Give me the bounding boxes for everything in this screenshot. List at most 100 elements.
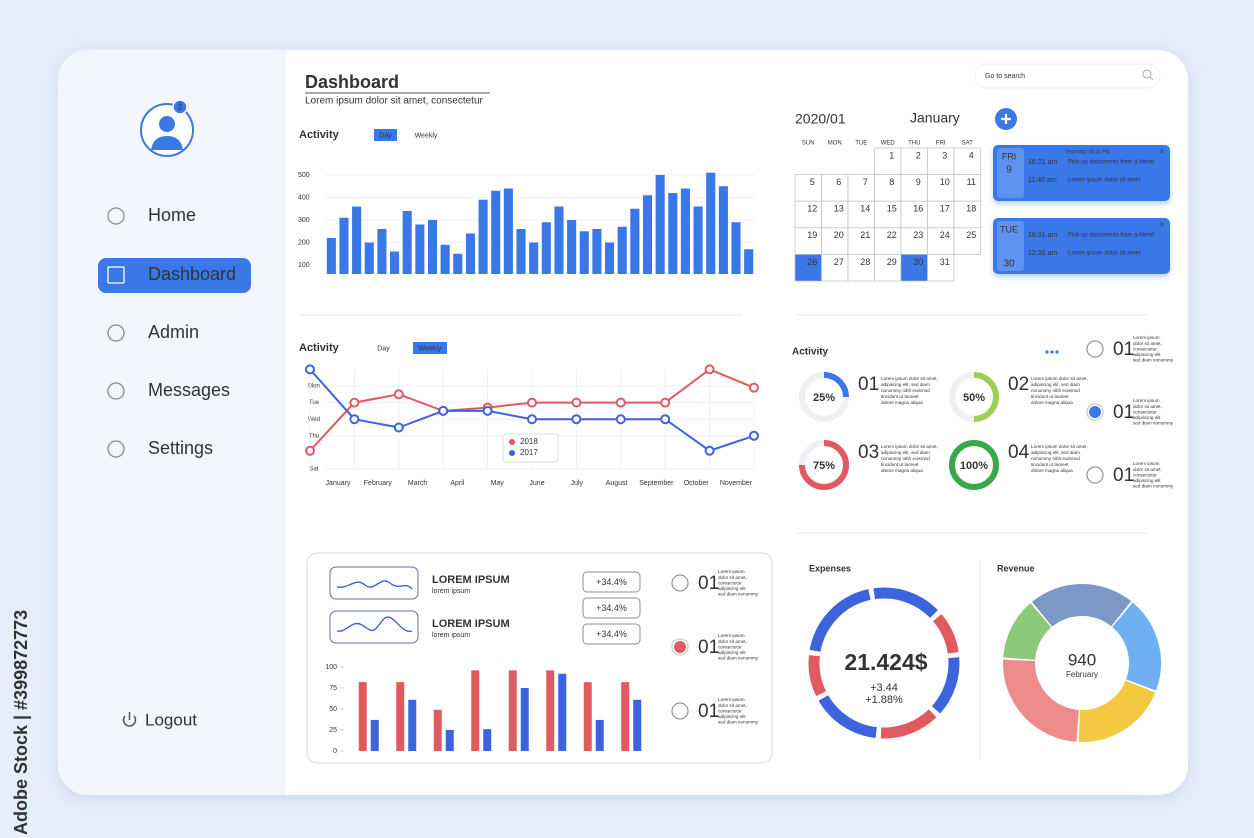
bar bbox=[415, 224, 425, 274]
calendar-day[interactable] bbox=[953, 227, 981, 255]
bar bbox=[471, 670, 480, 751]
expenses-total: 21.424$ bbox=[844, 649, 927, 675]
expenses-change: +3.44 bbox=[870, 682, 898, 694]
point bbox=[615, 397, 626, 408]
event-date: 9 bbox=[1006, 165, 1012, 176]
more-dots[interactable] bbox=[1050, 350, 1054, 354]
bar bbox=[508, 670, 517, 751]
tab-active[interactable] bbox=[374, 129, 397, 141]
bar bbox=[579, 231, 589, 274]
tab[interactable]: Day bbox=[379, 132, 392, 139]
revenue-total: 940 bbox=[1068, 650, 1096, 669]
calendar-day[interactable] bbox=[794, 174, 822, 202]
item-text: Lorem ipsum dolor sit amet, bbox=[881, 376, 938, 381]
item-text: tincidunt ut laoreet bbox=[881, 462, 919, 467]
bar bbox=[554, 206, 564, 274]
logout[interactable]: Logout bbox=[145, 710, 197, 729]
calendar-day-number: 27 bbox=[834, 257, 844, 267]
y-tick-label: Thu bbox=[309, 433, 319, 439]
tab[interactable]: Weekly bbox=[419, 345, 442, 352]
radio-text: Lorem ipsum bbox=[1133, 398, 1160, 403]
nav-item[interactable]: Messages bbox=[148, 380, 230, 400]
bar bbox=[358, 682, 367, 751]
calendar-day[interactable] bbox=[927, 254, 955, 282]
calendar-day[interactable] bbox=[874, 227, 902, 255]
radio-text: sed diam nonummy bbox=[718, 592, 759, 597]
bar bbox=[465, 233, 475, 274]
bar bbox=[706, 172, 716, 274]
point bbox=[749, 382, 759, 393]
nav-item[interactable]: Settings bbox=[148, 438, 213, 458]
calendar-day[interactable] bbox=[847, 254, 875, 282]
radio[interactable] bbox=[1086, 340, 1104, 358]
radio[interactable] bbox=[1086, 466, 1104, 484]
calendar-day[interactable] bbox=[927, 174, 955, 202]
calendar-day[interactable] bbox=[900, 147, 928, 175]
calendar-day[interactable] bbox=[927, 200, 955, 229]
event-close[interactable]: × bbox=[1160, 220, 1165, 229]
calendar-day[interactable] bbox=[900, 174, 928, 202]
trend-subtitle: lorem ipsum bbox=[432, 588, 470, 595]
calendar-day-number: 8 bbox=[889, 177, 894, 187]
radio-text: Lorem ipsum bbox=[1133, 461, 1160, 466]
legend-swatch bbox=[509, 450, 515, 456]
item-text: Lorem ipsum dolor sit amet, bbox=[1031, 444, 1088, 449]
calendar-day[interactable] bbox=[874, 174, 902, 202]
bar bbox=[633, 699, 642, 751]
radio-text: sed diam nonummy bbox=[718, 720, 759, 725]
radio-text: dolor sit amet, bbox=[718, 703, 747, 708]
weekday: MON bbox=[828, 141, 842, 147]
event-text: Pick up documents from a friend bbox=[1068, 233, 1154, 239]
event-day: TUE bbox=[1000, 224, 1018, 234]
bar bbox=[592, 229, 602, 274]
radio[interactable] bbox=[671, 574, 689, 592]
more-dots[interactable] bbox=[1045, 350, 1049, 354]
calendar-day-number: 2 bbox=[916, 150, 921, 160]
radio[interactable] bbox=[671, 702, 689, 720]
calendar-day[interactable] bbox=[794, 254, 822, 282]
calendar-day[interactable] bbox=[953, 174, 981, 202]
donut-segment bbox=[808, 655, 827, 697]
donut-segment bbox=[818, 695, 878, 739]
x-tick-label: September bbox=[639, 480, 674, 487]
event-card[interactable] bbox=[993, 218, 1170, 274]
nav-item[interactable]: Dashboard bbox=[148, 264, 236, 284]
calendar-day[interactable] bbox=[821, 174, 849, 202]
calendar-day[interactable] bbox=[821, 200, 849, 229]
event-card[interactable] bbox=[993, 145, 1170, 201]
nav-active-bg[interactable] bbox=[98, 258, 251, 293]
calendar-day-number: 6 bbox=[836, 177, 841, 187]
bar bbox=[541, 222, 551, 274]
calendar-day[interactable] bbox=[874, 254, 902, 282]
event-close[interactable]: × bbox=[1160, 147, 1165, 156]
nav-icon bbox=[107, 324, 125, 342]
calendar-day[interactable] bbox=[847, 174, 875, 202]
bar bbox=[621, 682, 630, 751]
tab[interactable]: Weekly bbox=[415, 132, 438, 139]
calendar-day[interactable] bbox=[927, 227, 955, 255]
calendar-day[interactable] bbox=[821, 254, 849, 282]
donut-segment bbox=[932, 614, 959, 654]
nav-item[interactable]: Home bbox=[148, 205, 196, 225]
radio-text: dolor sit amet, bbox=[718, 639, 747, 644]
radio-text: adipiscing elit bbox=[1133, 478, 1161, 483]
search-box[interactable] bbox=[974, 63, 1161, 89]
y-tick-label: Wed bbox=[308, 417, 320, 423]
item-text: dolore magna aliqua bbox=[881, 468, 923, 473]
point bbox=[704, 445, 715, 456]
nav-item[interactable]: Admin bbox=[148, 322, 199, 342]
calendar-day[interactable] bbox=[953, 147, 981, 175]
tab-active[interactable] bbox=[413, 342, 447, 354]
radio-text: consectetur bbox=[1133, 346, 1157, 351]
more-dots[interactable] bbox=[1055, 350, 1059, 354]
radio-text: adipiscing elit bbox=[718, 714, 746, 719]
calendar-day[interactable] bbox=[874, 147, 902, 175]
calendar-day[interactable] bbox=[874, 200, 902, 229]
calendar-day[interactable] bbox=[927, 147, 955, 175]
item-number: 03 bbox=[858, 442, 879, 463]
radio-text: dolor sit amet, bbox=[1133, 404, 1162, 409]
calendar-day-number: 10 bbox=[940, 177, 950, 187]
trend-subtitle: lorem ipsum bbox=[432, 632, 470, 639]
tab[interactable]: Day bbox=[377, 345, 390, 352]
calendar-day[interactable] bbox=[900, 254, 928, 282]
